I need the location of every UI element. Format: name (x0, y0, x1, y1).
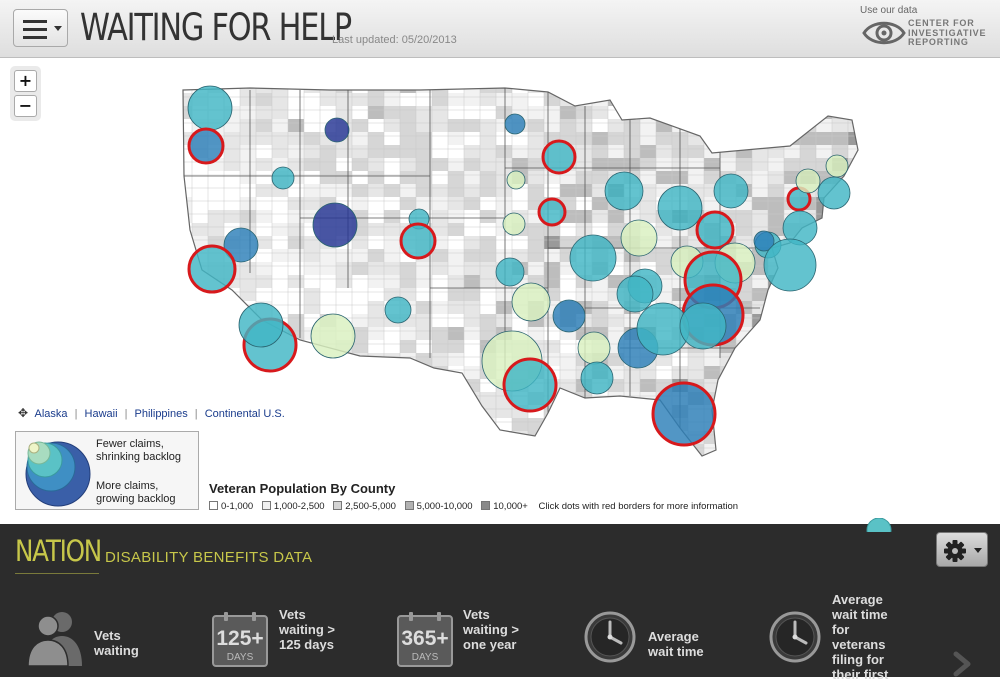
backlog-bubble[interactable] (312, 202, 358, 248)
vp-bin: 1,000-2,500 (261, 501, 325, 512)
chevron-right-icon[interactable] (952, 650, 974, 677)
header-bar: WAITING FOR HELP Last updated: 05/20/201… (0, 0, 1000, 58)
backlog-bubble[interactable] (187, 85, 233, 131)
backlog-bubble[interactable] (679, 302, 727, 350)
highlighted-bubble[interactable] (541, 139, 577, 175)
backlog-bubble[interactable] (620, 219, 658, 257)
backlog-bubble[interactable] (324, 117, 350, 143)
backlog-bubble[interactable] (580, 361, 614, 395)
stat-label: Vets waiting (94, 628, 139, 658)
nation-subtitle: DISABILITY BENEFITS DATA (105, 549, 313, 566)
divider (15, 573, 99, 574)
backlog-bubble[interactable] (495, 257, 525, 287)
backlog-bubble[interactable] (795, 168, 821, 194)
vp-bin: 5,000-10,000 (404, 501, 473, 512)
backlog-bubble[interactable] (271, 166, 295, 190)
region-links: ✥ Alaska | Hawaii | Philippines | Contin… (18, 406, 285, 420)
backlog-bubble[interactable] (825, 154, 849, 178)
bubble-peek (866, 518, 892, 532)
stat-label: Vets waiting > one year (463, 607, 519, 652)
nation-panel: NATION DISABILITY BENEFITS DATA (0, 518, 1000, 682)
page-title: WAITING FOR HELP (80, 6, 352, 49)
backlog-bubble[interactable] (763, 238, 817, 292)
use-our-data-link[interactable]: Use our data (860, 5, 918, 16)
backlog-bubble[interactable] (223, 227, 259, 263)
stat-label: Average wait time (648, 629, 704, 659)
highlighted-bubble[interactable] (651, 381, 717, 447)
settings-button[interactable] (936, 532, 988, 567)
vp-bin: 2,500-5,000 (333, 501, 396, 512)
svg-text:DAYS: DAYS (227, 652, 254, 663)
stat-label: Average wait time for veterans filing for the… (832, 592, 889, 682)
zoom-out-button[interactable]: − (14, 95, 37, 117)
nation-heading: NATION (15, 534, 102, 568)
highlighted-bubble[interactable] (537, 197, 567, 227)
backlog-bubble[interactable] (604, 171, 644, 211)
backlog-bubble[interactable] (713, 173, 749, 209)
bubble-legend-icon (25, 441, 91, 507)
clock-icon (769, 611, 821, 663)
clock-icon (584, 611, 636, 663)
red-border-note: Click dots with red borders for more inf… (538, 501, 739, 512)
calendar-125-icon: 125+ DAYS (212, 612, 268, 667)
backlog-bubble[interactable] (238, 302, 284, 348)
move-icon: ✥ (18, 406, 29, 420)
svg-text:DAYS: DAYS (412, 652, 439, 663)
backlog-bubbles[interactable] (187, 85, 851, 447)
last-updated: Last updated: 05/20/2013 (332, 34, 457, 46)
veteran-population-legend: 0-1,000 1,000-2,500 2,500-5,000 5,000-10… (209, 501, 738, 512)
highlighted-bubble[interactable] (695, 210, 735, 250)
map-container[interactable]: + − ✥ Alaska | Hawaii | Philippines | Co… (0, 58, 1000, 524)
backlog-bubble[interactable] (616, 275, 654, 313)
backlog-bubble[interactable] (552, 299, 586, 333)
backlog-bubble[interactable] (310, 313, 356, 359)
cir-logo-text: CENTER FOR INVESTIGATIVE REPORTING (908, 18, 987, 47)
stat-label: Vets waiting >125 days (279, 607, 335, 652)
veterans-icon (27, 612, 82, 666)
region-link-philippines[interactable]: Philippines (134, 408, 188, 420)
zoom-control: + − (10, 66, 41, 121)
bubble-legend: Fewer claims, shrinking backlog More cla… (15, 431, 199, 510)
backlog-bubble[interactable] (506, 170, 526, 190)
vp-bin: 0-1,000 (209, 501, 253, 512)
backlog-bubble[interactable] (384, 296, 412, 324)
legend-more-claims: More claims, growing backlog (96, 480, 176, 505)
region-link-continental-us[interactable]: Continental U.S. (204, 408, 285, 420)
svg-text:365+: 365+ (401, 627, 448, 650)
cir-logo[interactable]: CENTER FOR INVESTIGATIVE REPORTING (862, 18, 992, 48)
gear-icon (944, 540, 966, 562)
chevron-down-icon (974, 548, 982, 553)
backlog-bubble[interactable] (657, 185, 703, 231)
legend-fewer-claims: Fewer claims, shrinking backlog (96, 438, 181, 463)
veteran-population-title: Veteran Population By County (209, 481, 396, 496)
backlog-bubble[interactable] (577, 331, 611, 365)
svg-text:125+: 125+ (216, 627, 263, 650)
chevron-down-icon (54, 26, 62, 31)
vp-bin: 10,000+ (481, 501, 528, 512)
backlog-bubble[interactable] (504, 113, 526, 135)
calendar-365-icon: 365+ DAYS (397, 612, 453, 667)
menu-button[interactable] (13, 9, 68, 47)
highlighted-bubble[interactable] (502, 357, 558, 413)
zoom-in-button[interactable]: + (14, 70, 37, 92)
region-link-hawaii[interactable]: Hawaii (84, 408, 118, 420)
highlighted-bubble[interactable] (187, 244, 237, 294)
eye-icon (862, 21, 906, 45)
highlighted-bubble[interactable] (399, 222, 437, 260)
backlog-bubble[interactable] (753, 230, 775, 252)
backlog-bubble[interactable] (511, 282, 551, 322)
backlog-bubble[interactable] (817, 176, 851, 210)
backlog-bubble[interactable] (502, 212, 526, 236)
us-map[interactable] (0, 58, 1000, 524)
hamburger-icon (23, 20, 47, 44)
highlighted-bubble[interactable] (187, 127, 225, 165)
backlog-bubble[interactable] (569, 234, 617, 282)
region-link-alaska[interactable]: Alaska (34, 408, 68, 420)
